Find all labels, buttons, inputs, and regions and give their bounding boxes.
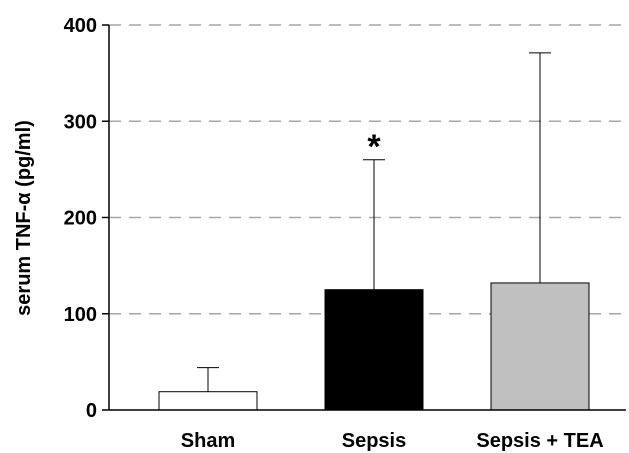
annotations: * <box>367 128 381 166</box>
category-labels: Sham Sepsis Sepsis + TEA <box>181 430 604 452</box>
x-category-label: Sepsis <box>342 430 406 452</box>
x-category-label: Sham <box>181 430 235 452</box>
y-axis-title: serum TNF-α (pg/ml) <box>13 120 35 316</box>
y-ticks: 0 100 200 300 400 <box>64 15 109 422</box>
bar-sepsis <box>324 289 424 411</box>
y-tick-label: 200 <box>64 208 97 230</box>
y-tick-label: 300 <box>64 111 97 133</box>
y-tick-label: 100 <box>64 304 97 326</box>
gridlines <box>109 24 626 315</box>
bar-sham <box>158 391 258 411</box>
y-tick-label: 400 <box>64 15 97 37</box>
significance-marker: * <box>367 128 381 166</box>
error-bars <box>197 52 551 392</box>
bar-sepsis-tea <box>490 282 590 411</box>
x-category-label: Sepsis + TEA <box>476 430 603 452</box>
y-tick-label: 0 <box>86 400 97 422</box>
bars <box>158 282 590 411</box>
